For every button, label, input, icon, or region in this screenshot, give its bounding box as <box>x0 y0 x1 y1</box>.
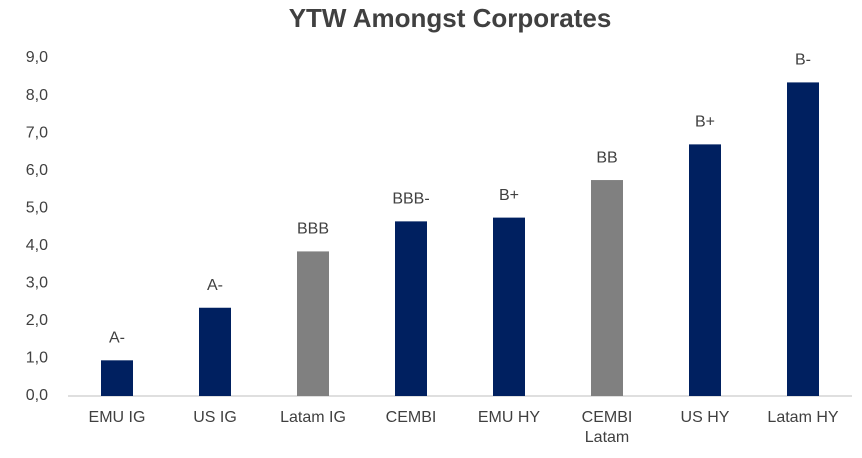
bar-annotation: B+ <box>499 187 519 204</box>
y-tick-label: 9,0 <box>26 49 48 66</box>
x-tick-label: CEMBI Latam <box>581 409 633 446</box>
bar <box>101 360 133 396</box>
x-tick-label: EMU IG <box>88 409 146 426</box>
y-tick-label: 4,0 <box>26 237 48 254</box>
bar <box>493 217 525 396</box>
y-tick-label: 2,0 <box>26 312 48 329</box>
bar-annotation: A- <box>109 330 125 347</box>
bar <box>395 221 427 396</box>
bar <box>787 82 819 397</box>
y-tick-label: 3,0 <box>26 275 48 292</box>
bar <box>591 180 623 396</box>
x-tick-label: CEMBI <box>385 409 437 426</box>
x-tick-label: US IG <box>193 409 237 426</box>
chart-title: YTW Amongst Corporates <box>289 3 612 33</box>
bar <box>297 251 329 396</box>
bar-annotation: BBB <box>297 221 329 238</box>
bar-annotation: BBB- <box>392 191 429 208</box>
bar-annotation: B+ <box>695 114 715 131</box>
x-tick-label: US HY <box>680 409 730 426</box>
y-tick-label: 5,0 <box>26 199 48 216</box>
bar <box>199 307 231 396</box>
bar-annotation: BB <box>596 149 617 166</box>
x-tick-label: Latam HY <box>767 409 839 426</box>
bar-annotation: B- <box>795 52 811 69</box>
y-tick-label: 7,0 <box>26 124 48 141</box>
bar-annotation: A- <box>207 277 223 294</box>
bar <box>689 144 721 396</box>
y-tick-label: 6,0 <box>26 162 48 179</box>
y-tick-label: 1,0 <box>26 350 48 367</box>
x-tick-label: Latam IG <box>280 409 346 426</box>
y-tick-label: 8,0 <box>26 87 48 104</box>
x-tick-label: EMU HY <box>477 409 541 426</box>
y-tick-label: 0,0 <box>26 387 48 404</box>
